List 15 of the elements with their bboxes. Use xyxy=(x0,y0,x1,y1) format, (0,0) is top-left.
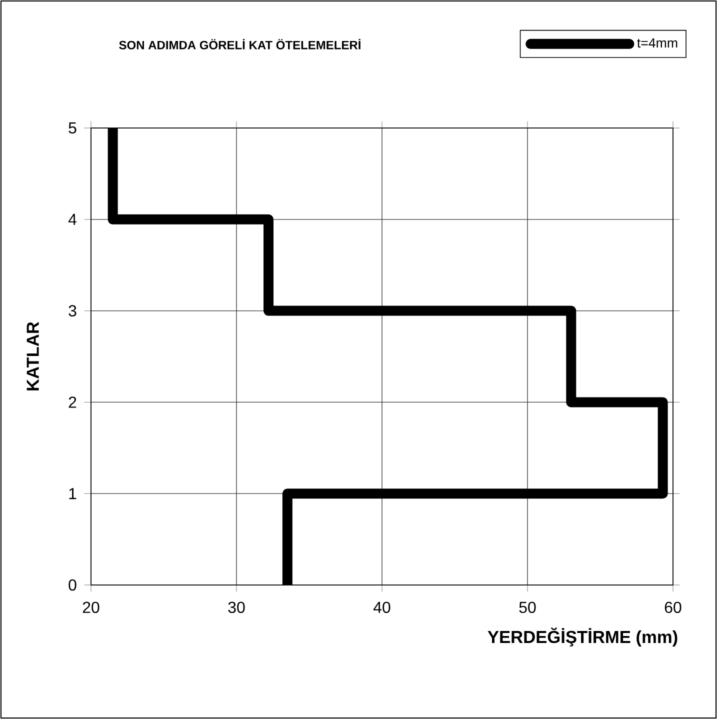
y-tick-label: 3 xyxy=(68,305,76,316)
y-axis-title: KATLAR xyxy=(26,322,39,390)
y-tick-label: 4 xyxy=(68,214,76,225)
x-axis-title: YERDEĞİŞTİRME (mm) xyxy=(488,628,678,647)
y-tick-label: 0 xyxy=(68,579,76,591)
x-tick-label: 50 xyxy=(519,602,536,614)
y-tick-label: 5 xyxy=(68,122,76,134)
chart-title: SON ADIMDA GÖRELİ KAT ÖTELEMELERİ xyxy=(119,38,360,50)
y-tick-label: 1 xyxy=(69,488,76,500)
y-tick-label: 2 xyxy=(68,396,76,408)
text: t=4mm xyxy=(637,38,678,48)
x-tick-label: 30 xyxy=(228,602,245,614)
x-tick-label: 40 xyxy=(373,602,390,614)
x-tick-label: 60 xyxy=(664,602,682,614)
x-tick-label: 20 xyxy=(82,602,100,614)
